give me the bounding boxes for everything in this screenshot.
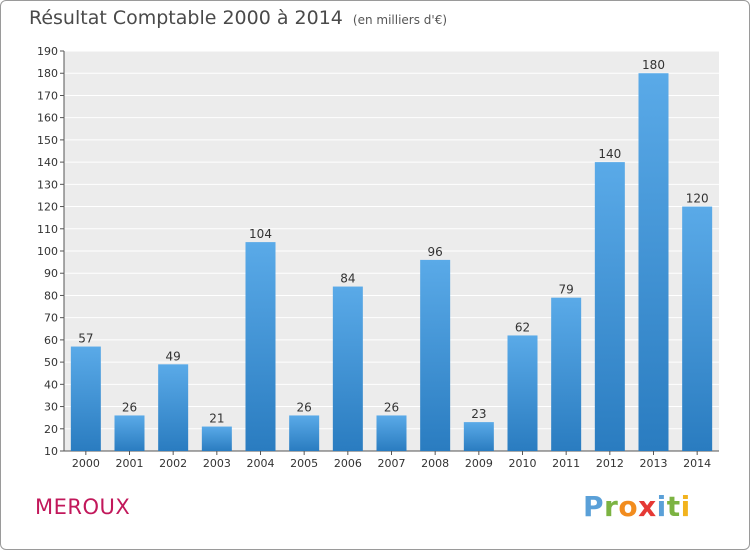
bar <box>420 259 451 451</box>
data-label: 180 <box>642 58 665 72</box>
bar <box>638 73 669 451</box>
data-label: 21 <box>209 412 224 426</box>
x-tick-label: 2006 <box>334 457 362 470</box>
logo-letter: o <box>618 490 639 523</box>
data-label: 96 <box>428 245 443 259</box>
x-tick-label: 2013 <box>640 457 668 470</box>
data-label: 140 <box>598 147 621 161</box>
x-tick-label: 2007 <box>378 457 406 470</box>
x-tick-label: 2001 <box>116 457 144 470</box>
data-label: 104 <box>249 227 272 241</box>
bar <box>289 415 320 451</box>
data-label: 26 <box>384 400 399 414</box>
data-label: 120 <box>686 192 709 206</box>
data-label: 26 <box>297 400 312 414</box>
data-label: 57 <box>78 332 93 346</box>
chart-subtitle: (en milliers d'€) <box>352 13 448 27</box>
y-tick-label: 10 <box>44 445 58 458</box>
y-tick-label: 50 <box>44 356 58 369</box>
x-tick-label: 2004 <box>247 457 275 470</box>
y-tick-label: 120 <box>37 201 58 214</box>
y-tick-label: 60 <box>44 334 58 347</box>
data-label: 23 <box>471 407 486 421</box>
y-tick-label: 110 <box>37 223 58 236</box>
y-tick-label: 160 <box>37 112 58 125</box>
bar <box>158 364 189 451</box>
x-tick-label: 2002 <box>159 457 187 470</box>
bar <box>551 297 582 451</box>
y-tick-label: 40 <box>44 378 58 391</box>
bar <box>201 426 232 451</box>
data-label: 79 <box>559 283 574 297</box>
y-tick-label: 180 <box>37 67 58 80</box>
x-tick-label: 2012 <box>596 457 624 470</box>
data-label: 84 <box>340 272 355 286</box>
logo-letter: t <box>666 490 681 523</box>
x-tick-label: 2005 <box>290 457 318 470</box>
logo-letter: i <box>656 490 667 523</box>
data-label: 49 <box>166 349 181 363</box>
logo-letter: P <box>583 490 605 523</box>
y-tick-label: 150 <box>37 134 58 147</box>
y-tick-label: 190 <box>37 45 58 58</box>
bar <box>594 162 625 451</box>
x-tick-label: 2000 <box>72 457 100 470</box>
logo-letter: i <box>680 490 691 523</box>
bar <box>114 415 145 451</box>
x-tick-label: 2014 <box>683 457 711 470</box>
y-tick-label: 80 <box>44 289 58 302</box>
y-tick-label: 30 <box>44 401 58 414</box>
data-label: 62 <box>515 320 530 334</box>
bar <box>332 286 363 451</box>
chart-title: Résultat Comptable 2000 à 2014 (en millie… <box>29 7 448 29</box>
data-label: 26 <box>122 400 137 414</box>
x-tick-label: 2011 <box>552 457 580 470</box>
y-tick-label: 90 <box>44 267 58 280</box>
x-tick-label: 2008 <box>421 457 449 470</box>
bar <box>245 242 276 451</box>
y-tick-label: 100 <box>37 245 58 258</box>
bar <box>682 206 713 451</box>
bar <box>376 415 407 451</box>
bar <box>463 422 494 451</box>
bar <box>507 335 538 451</box>
y-tick-label: 140 <box>37 156 58 169</box>
bar <box>70 346 101 451</box>
y-tick-label: 130 <box>37 178 58 191</box>
x-tick-label: 2010 <box>509 457 537 470</box>
y-tick-label: 20 <box>44 423 58 436</box>
x-tick-label: 2009 <box>465 457 493 470</box>
y-tick-label: 70 <box>44 312 58 325</box>
proxiti-logo: Proxiti <box>583 490 691 523</box>
place-name: MEROUX <box>35 495 131 519</box>
x-tick-label: 2003 <box>203 457 231 470</box>
y-tick-label: 170 <box>37 89 58 102</box>
logo-letter: x <box>638 490 657 523</box>
logo-letter: r <box>604 490 619 523</box>
